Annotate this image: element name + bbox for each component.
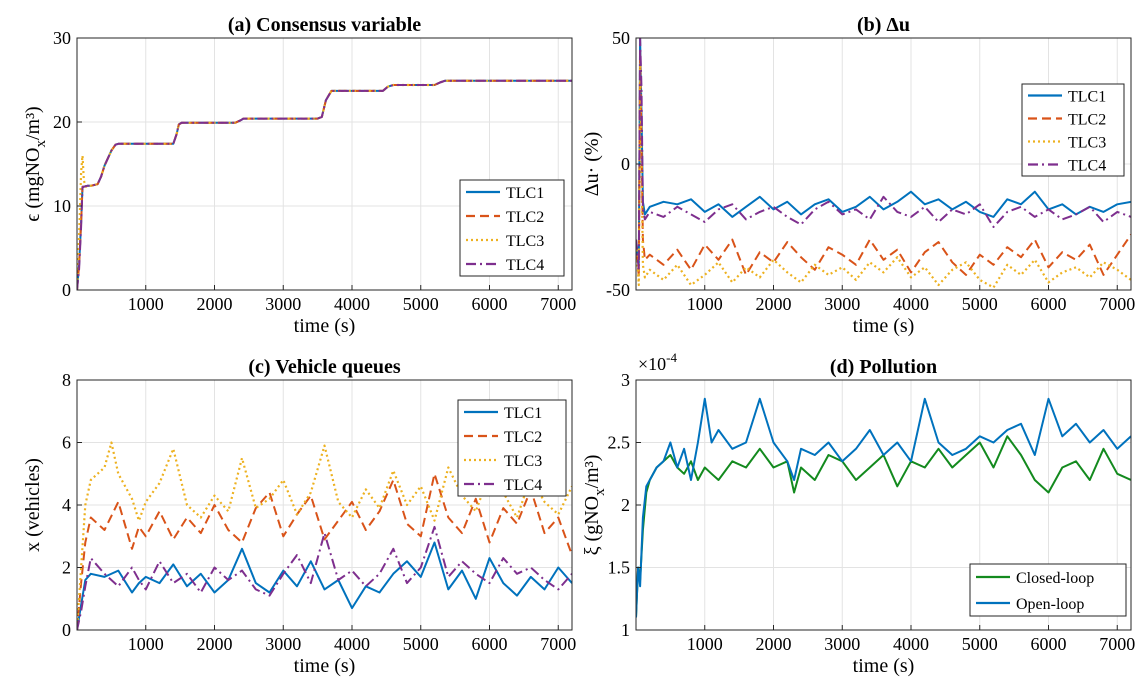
y-tick-label: 50 <box>612 28 630 48</box>
y-tick-label: 1 <box>621 620 630 640</box>
y-axis-label: Δu· (%) <box>581 132 603 197</box>
x-tick-label: 3000 <box>824 294 860 314</box>
legend-entry: TLC4 <box>1068 158 1106 175</box>
chart-panel-4: 1000 2000 3000 4000 5000 6000 7000 1 1.5 2 2.5 3 (d)… <box>581 350 1135 677</box>
x-tick-label: 5000 <box>403 634 439 654</box>
series-line-open-loop <box>636 397 1131 618</box>
y-axis-label: x (vehicles) <box>22 458 44 552</box>
x-tick-label: 3000 <box>265 634 301 654</box>
y-tick-label: 1.5 <box>608 558 631 578</box>
y-tick-label: 20 <box>53 112 71 132</box>
x-axis-label: time (s) <box>853 315 915 337</box>
x-tick-label: 6000 <box>1031 294 1067 314</box>
y-tick-label: 0 <box>62 620 71 640</box>
legend-entry: TLC4 <box>506 257 544 274</box>
x-axis-label: time (s) <box>294 315 356 337</box>
x-tick-label: 7000 <box>1099 294 1135 314</box>
legend-entry: TLC3 <box>504 453 542 470</box>
x-tick-label: 2000 <box>756 634 792 654</box>
y-tick-label: 6 <box>62 433 71 453</box>
y-tick-label: 30 <box>53 28 71 48</box>
legend-entry: TLC1 <box>1068 89 1106 106</box>
x-tick-label: 5000 <box>962 294 998 314</box>
legend-entry: TLC1 <box>504 405 542 422</box>
x-tick-label: 1000 <box>687 294 723 314</box>
y-tick-label: -50 <box>606 280 630 300</box>
y-tick-label: 10 <box>53 196 71 216</box>
y-tick-label: 2 <box>62 558 71 578</box>
x-axis-label: time (s) <box>853 655 915 677</box>
y-tick-label: 0 <box>62 280 71 300</box>
series-line-tlc4 <box>77 79 572 290</box>
axes-box <box>76 37 573 291</box>
x-tick-label: 4000 <box>893 294 929 314</box>
x-tick-label: 7000 <box>540 634 576 654</box>
x-tick-label: 5000 <box>403 294 439 314</box>
legend-box <box>457 399 567 497</box>
legend-box <box>459 179 565 277</box>
series-line-tlc4 <box>77 525 572 630</box>
series-line-tlc2 <box>636 49 1131 279</box>
x-tick-label: 1000 <box>128 294 164 314</box>
y-tick-label: 0 <box>621 154 630 174</box>
x-tick-label: 3000 <box>824 634 860 654</box>
x-tick-label: 1000 <box>687 634 723 654</box>
series-line-tlc4 <box>636 38 1131 271</box>
legend-entry: Closed-loop <box>1016 570 1094 587</box>
x-tick-label: 2000 <box>756 294 792 314</box>
x-tick-label: 3000 <box>265 294 301 314</box>
x-tick-label: 4000 <box>334 294 370 314</box>
x-tick-label: 6000 <box>472 294 508 314</box>
x-tick-label: 2000 <box>197 634 233 654</box>
x-tick-label: 2000 <box>197 294 233 314</box>
x-tick-label: 6000 <box>1031 634 1067 654</box>
y-axis-label: ξ (gNOx/m³) <box>581 455 608 556</box>
y-tick-label: 8 <box>62 370 71 390</box>
x-tick-label: 7000 <box>540 294 576 314</box>
x-tick-label: 7000 <box>1099 634 1135 654</box>
series-line-closed-loop <box>636 435 1131 618</box>
legend-box <box>969 563 1127 617</box>
legend-entry: TLC3 <box>1068 135 1106 152</box>
x-tick-label: 1000 <box>128 634 164 654</box>
legend-entry: TLC2 <box>1068 112 1106 129</box>
x-tick-label: 6000 <box>472 634 508 654</box>
legend: Closed-loop Open-loop <box>969 563 1127 617</box>
x-tick-label: 5000 <box>962 634 998 654</box>
chart-panel-3: 1000 2000 3000 4000 5000 6000 7000 0 2 4 6 8 (c) Veh… <box>22 356 576 677</box>
x-axis-label: time (s) <box>294 655 356 677</box>
legend-entry: TLC2 <box>506 209 544 226</box>
series-line-tlc2 <box>77 472 572 630</box>
y-multiplier: ×10-4 <box>638 350 677 374</box>
y-axis-label: ϵ (mgNOx/m³) <box>22 106 49 221</box>
legend-entry: TLC3 <box>506 233 544 250</box>
chart-title: (d) Pollution <box>830 356 937 378</box>
y-tick-label: 2 <box>621 495 630 515</box>
chart-title: (b) Δu <box>857 14 910 36</box>
legend: TLC1 TLC2 TLC3 TLC4 <box>1021 83 1125 177</box>
chart-title: (a) Consensus variable <box>228 14 421 36</box>
x-tick-label: 4000 <box>334 634 370 654</box>
series-line-tlc1 <box>77 541 572 630</box>
series-line-tlc1 <box>636 38 1131 266</box>
y-tick-label: 2.5 <box>608 433 631 453</box>
chart-title: (c) Vehicle queues <box>248 356 400 378</box>
legend-entry: Open-loop <box>1016 596 1084 613</box>
legend-entry: TLC1 <box>506 185 544 202</box>
legend: TLC1 TLC2 TLC3 TLC4 <box>457 399 567 497</box>
chart-panel-1: 1000 2000 3000 4000 5000 6000 7000 0 10 20 30 (a) C… <box>22 14 576 337</box>
x-tick-label: 4000 <box>893 634 929 654</box>
legend-entry: TLC2 <box>504 429 542 446</box>
y-tick-label: 4 <box>62 495 71 515</box>
y-tick-label: 3 <box>621 370 630 390</box>
chart-panel-2: 1000 2000 3000 4000 5000 6000 7000 -50 0 50 (b) Δu… <box>581 14 1135 337</box>
legend: TLC1 TLC2 TLC3 TLC4 <box>459 179 565 277</box>
series-line-tlc3 <box>77 441 572 630</box>
legend-entry: TLC4 <box>504 477 542 494</box>
legend-box <box>1021 83 1125 177</box>
